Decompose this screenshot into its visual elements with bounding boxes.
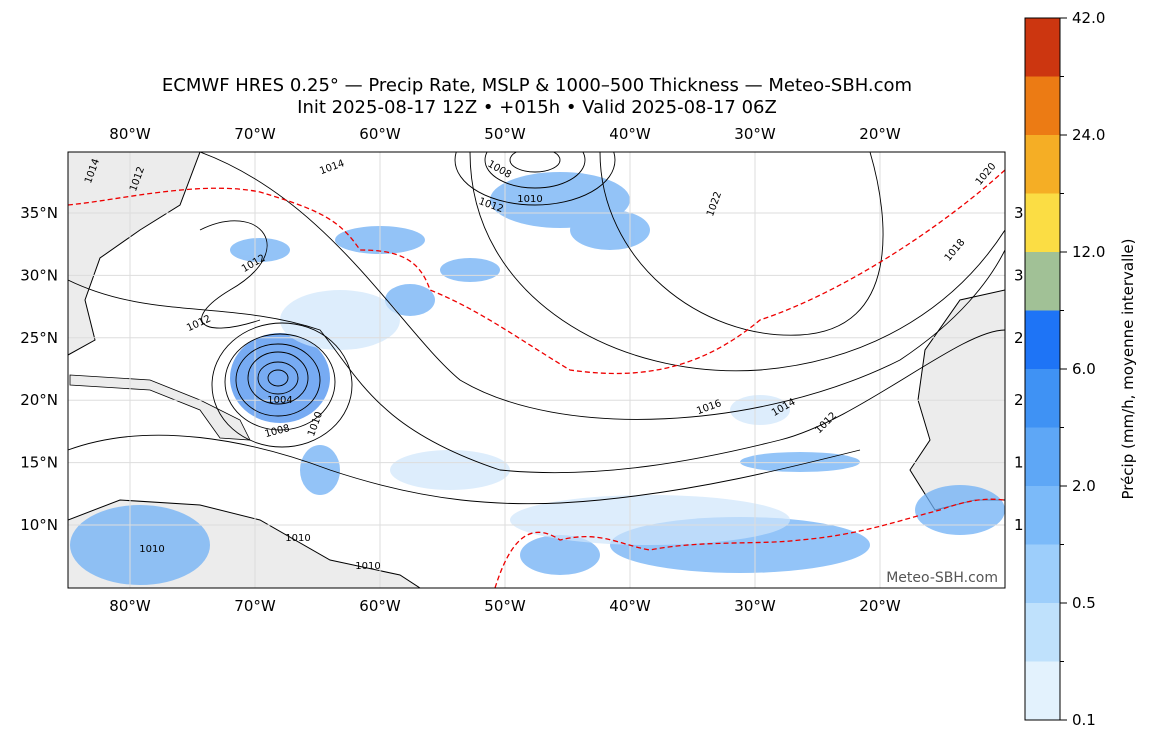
lon-label-top: 30°W [734, 125, 776, 143]
lon-label-top: 20°W [859, 125, 901, 143]
thickness-label: 3 [1014, 266, 1024, 284]
colorbar-tick-label: 2.0 [1072, 477, 1096, 495]
colorbar-tick-label: 24.0 [1072, 126, 1105, 144]
colorbar-segment [1025, 427, 1060, 486]
lon-label-bottom: 60°W [359, 597, 401, 615]
colorbar-segment [1025, 544, 1060, 603]
lon-label-top: 60°W [359, 125, 401, 143]
colorbar-tick-label: 6.0 [1072, 360, 1096, 378]
thickness-label: 2 [1014, 391, 1024, 409]
lon-label-top: 70°W [234, 125, 276, 143]
colorbar-segment [1025, 603, 1060, 662]
lat-label: 35°N [20, 204, 58, 222]
contour-label: 1004 [267, 395, 292, 406]
colorbar-tick-label: 12.0 [1072, 243, 1105, 261]
lon-label-bottom: 40°W [609, 597, 651, 615]
colorbar-segment [1025, 252, 1060, 311]
colorbar-segment [1025, 18, 1060, 77]
colorbar-segment [1025, 661, 1060, 720]
thickness-label: 3 [1014, 204, 1024, 222]
map-frame [67, 151, 1006, 589]
colorbar-tick-label: 0.1 [1072, 711, 1096, 729]
title: ECMWF HRES 0.25° — Precip Rate, MSLP & 1… [162, 75, 912, 96]
colorbar-segment [1025, 193, 1060, 252]
colorbar-label: Précip (mm/h, moyenne intervalle) [1119, 238, 1137, 499]
colorbar-tick-label: 42.0 [1072, 9, 1105, 27]
lon-label-bottom: 80°W [109, 597, 151, 615]
contour-label: 1010 [355, 561, 380, 572]
colorbar-segment [1025, 369, 1060, 428]
subtitle: Init 2025-08-17 12Z • +015h • Valid 2025… [297, 97, 777, 118]
contour-label: 1010 [517, 194, 542, 205]
lon-label-bottom: 30°W [734, 597, 776, 615]
lat-label: 30°N [20, 266, 58, 284]
thickness-label: 1 [1014, 516, 1024, 534]
lon-label-bottom: 20°W [859, 597, 901, 615]
colorbar-segment [1025, 310, 1060, 369]
lon-label-top: 40°W [609, 125, 651, 143]
colorbar-segment [1025, 486, 1060, 545]
lat-label: 10°N [20, 516, 58, 534]
lat-label: 15°N [20, 454, 58, 472]
lat-label: 25°N [20, 329, 58, 347]
colorbar-tick-label: 0.5 [1072, 594, 1096, 612]
lon-label-bottom: 70°W [234, 597, 276, 615]
thickness-label: 1 [1014, 454, 1024, 472]
contour-label: 1010 [139, 544, 164, 555]
thickness-label: 2 [1014, 329, 1024, 347]
colorbar-segment [1025, 76, 1060, 135]
contour-label: 1010 [285, 533, 310, 544]
lon-label-bottom: 50°W [484, 597, 526, 615]
watermark: Meteo-SBH.com [886, 570, 998, 586]
lon-label-top: 80°W [109, 125, 151, 143]
lon-label-top: 50°W [484, 125, 526, 143]
lat-label: 20°N [20, 391, 58, 409]
colorbar-segment [1025, 135, 1060, 194]
